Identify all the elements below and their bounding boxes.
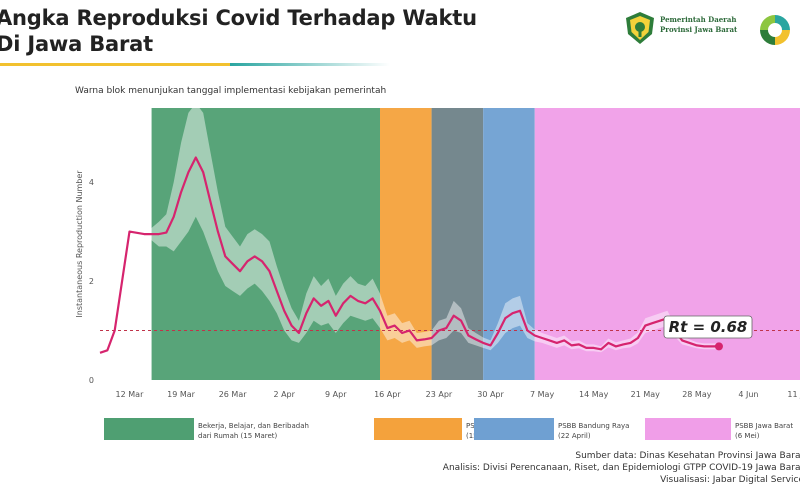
series-line-layer	[99, 156, 719, 354]
policy-block-4	[534, 108, 800, 380]
x-tick-label-5: 16 Apr	[374, 390, 401, 399]
x-tick-label-9: 14 May	[579, 390, 609, 399]
policy-block-3	[483, 108, 535, 380]
x-tick-label-4: 9 Apr	[325, 390, 347, 399]
legend-item-0: Bekerja, Belajar, dan Beribadah dari Ruma…	[104, 418, 309, 440]
legend-label-0-line-1: Bekerja, Belajar, dan Beribadah	[198, 422, 309, 430]
axes: 0 2 4 Instantaneous Reproduction Number 12 M…	[75, 170, 800, 399]
page-title-line-2: Di Jawa Barat	[0, 32, 153, 56]
x-tick-label-12: 4 Jun	[738, 390, 758, 399]
legend-item-2: PSBB Bandung Raya (22 April)	[474, 418, 629, 440]
x-tick-label-2: 26 Mar	[219, 390, 248, 399]
x-tick-label-13: 11 Jun	[787, 390, 800, 399]
x-tick-label-8: 7 May	[530, 390, 554, 399]
task-force-logo-icon	[760, 15, 790, 45]
footer-visualization: Visualisasi: Jabar Digital Service	[660, 475, 800, 485]
legend-item-3: PSBB Jawa Barat (6 Mei)	[645, 418, 793, 440]
legend-swatch-3	[645, 418, 731, 440]
rt-annotation-label: Rt = 0.68	[669, 318, 748, 336]
government-logo-line-1: Pemerintah Daerah	[660, 15, 737, 24]
policy-block-1	[380, 108, 432, 380]
x-tick-label-6: 23 Apr	[426, 390, 453, 399]
y-tick-label-2: 4	[89, 178, 94, 187]
government-logo-line-2: Provinsi Jawa Barat	[660, 25, 738, 34]
y-axis-label: Instantaneous Reproduction Number	[75, 170, 84, 318]
government-logo-text: Pemerintah Daerah Provinsi Jawa Barat	[660, 15, 737, 35]
policy-block-2	[431, 108, 484, 380]
x-tick-label-1: 19 Mar	[167, 390, 196, 399]
policy-block-0	[151, 108, 380, 380]
y-tick-label-1: 2	[89, 277, 94, 286]
x-tick-label-10: 21 May	[631, 390, 661, 399]
legend-label-2-line-2: (22 April)	[558, 432, 591, 440]
rt-series-line	[99, 156, 719, 354]
footer-source: Sumber data: Dinas Kesehatan Provinsi Ja…	[575, 451, 800, 461]
legend-swatch-2	[474, 418, 554, 440]
rt-end-point	[714, 342, 723, 351]
legend: Bekerja, Belajar, dan Beribadah dari Ruma…	[104, 418, 793, 440]
legend-swatch-0	[104, 418, 194, 440]
footer-analysis: Analisis: Divisi Perencanaan, Riset, dan…	[442, 463, 800, 473]
x-tick-label-0: 12 Mar	[116, 390, 145, 399]
confidence-band-layer	[100, 103, 719, 353]
title-underline-teal	[230, 63, 390, 66]
rt-annotation-box	[663, 315, 753, 339]
legend-label-3-line-2: (6 Mei)	[735, 432, 760, 440]
legend-swatch-1	[374, 418, 462, 440]
x-tick-label-7: 30 Apr	[477, 390, 504, 399]
legend-label-2-line-1: PSBB Bandung Raya	[558, 422, 629, 430]
legend-label-3-line-1: PSBB Jawa Barat	[735, 422, 793, 430]
annotation-layer: Rt = 0.68	[663, 315, 753, 351]
west-java-emblem-icon	[626, 12, 654, 44]
legend-label-0-line-2: dari Rumah (15 Maret)	[198, 432, 278, 440]
chart-note: Warna blok menunjukan tanggal implementa…	[75, 86, 386, 96]
confidence-band	[100, 103, 719, 353]
x-tick-label-11: 28 May	[682, 390, 712, 399]
y-tick-label-0: 0	[89, 376, 94, 385]
x-tick-label-3: 2 Apr	[273, 390, 295, 399]
title-underline-yellow	[0, 63, 230, 66]
page-title-line-1: Angka Reproduksi Covid Terhadap Waktu	[0, 6, 477, 30]
